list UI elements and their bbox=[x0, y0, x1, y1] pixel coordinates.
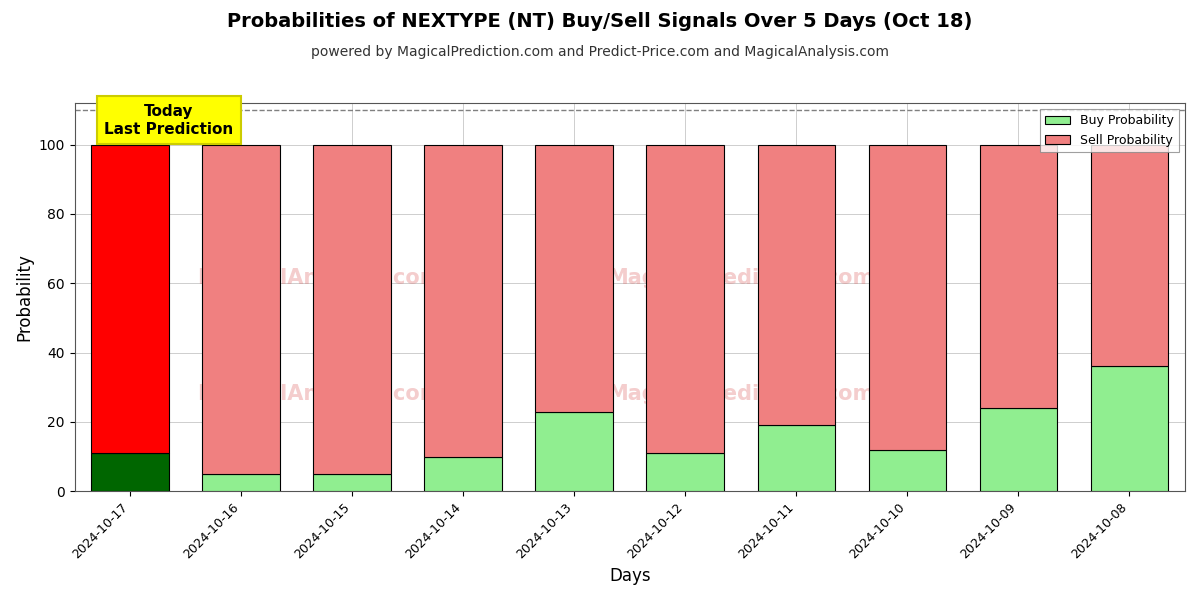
Bar bbox=[313, 474, 391, 491]
Bar bbox=[1091, 367, 1169, 491]
Text: MagicalPrediction.com: MagicalPrediction.com bbox=[607, 268, 875, 288]
Bar bbox=[757, 425, 835, 491]
Text: Today
Last Prediction: Today Last Prediction bbox=[104, 104, 234, 137]
Bar bbox=[91, 145, 169, 453]
Bar bbox=[1091, 145, 1169, 367]
Bar bbox=[91, 453, 169, 491]
Y-axis label: Probability: Probability bbox=[16, 253, 34, 341]
X-axis label: Days: Days bbox=[610, 567, 650, 585]
Bar bbox=[647, 145, 725, 453]
Text: Probabilities of NEXTYPE (NT) Buy/Sell Signals Over 5 Days (Oct 18): Probabilities of NEXTYPE (NT) Buy/Sell S… bbox=[227, 12, 973, 31]
Bar bbox=[979, 145, 1057, 408]
Text: powered by MagicalPrediction.com and Predict-Price.com and MagicalAnalysis.com: powered by MagicalPrediction.com and Pre… bbox=[311, 45, 889, 59]
Bar bbox=[979, 408, 1057, 491]
Text: MagicalAnalysis.com: MagicalAnalysis.com bbox=[197, 268, 442, 288]
Bar bbox=[869, 449, 947, 491]
Bar bbox=[757, 145, 835, 425]
Bar bbox=[535, 145, 613, 412]
Bar bbox=[425, 457, 502, 491]
Bar bbox=[313, 145, 391, 474]
Bar bbox=[869, 145, 947, 449]
Bar bbox=[203, 145, 280, 474]
Bar bbox=[535, 412, 613, 491]
Bar bbox=[647, 453, 725, 491]
Bar bbox=[203, 474, 280, 491]
Text: MagicalPrediction.com: MagicalPrediction.com bbox=[607, 384, 875, 404]
Bar bbox=[425, 145, 502, 457]
Text: MagicalAnalysis.com: MagicalAnalysis.com bbox=[197, 384, 442, 404]
Legend: Buy Probability, Sell Probability: Buy Probability, Sell Probability bbox=[1040, 109, 1178, 152]
